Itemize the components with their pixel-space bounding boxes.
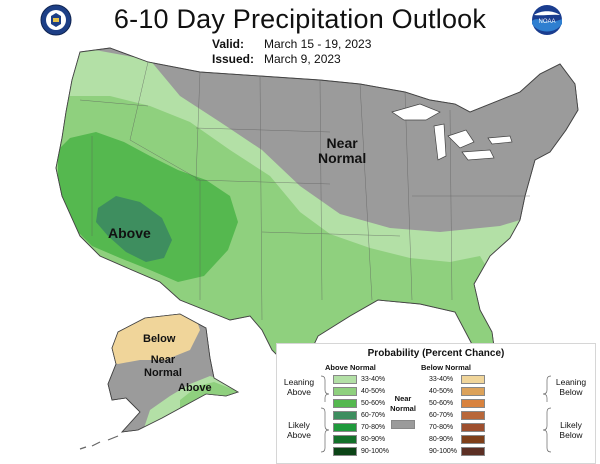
above-range-label-0: 33-40%: [361, 376, 386, 383]
above-swatch-4: [333, 423, 357, 432]
date-block: Valid: March 15 - 19, 2023 Issued: March 9…: [212, 37, 371, 67]
below-range-label-6: 90-100%: [429, 448, 458, 455]
below-swatch-5: [461, 435, 485, 444]
great-lakes: [391, 103, 513, 161]
above-50-60-zone: [58, 132, 238, 282]
above-range-label-6: 90-100%: [361, 448, 390, 455]
aleutian-islands: [79, 435, 119, 450]
below-range-label-1: 40-50%: [429, 388, 454, 395]
noaa-logo-icon: NOAA: [531, 4, 563, 41]
above-range-label-1: 40-50%: [361, 388, 386, 395]
likely-above-label: Likely Above: [286, 420, 312, 440]
below-range-label-5: 80-90%: [429, 436, 454, 443]
above-normal-header: Above Normal: [325, 363, 376, 372]
valid-value: March 15 - 19, 2023: [264, 37, 372, 51]
near-normal-legend-label: Near Normal: [390, 394, 416, 413]
near-normal-alaska-label: Near Normal: [144, 354, 182, 379]
above-conus-label: Above: [108, 225, 151, 241]
above-swatch-6: [333, 447, 357, 456]
above-swatch-0: [333, 375, 357, 384]
state-boundaries: [79, 61, 530, 321]
above-swatch-2: [333, 399, 357, 408]
below-swatch-6: [461, 447, 485, 456]
below-range-label-2: 50-60%: [429, 400, 454, 407]
above-swatch-5: [333, 435, 357, 444]
doc-seal-icon: [40, 4, 72, 41]
above-alaska-label: Above: [178, 382, 212, 394]
below-swatch-1: [461, 387, 485, 396]
page-title: 6-10 Day Precipitation Outlook: [113, 4, 487, 34]
below-normal-header: Below Normal: [421, 363, 472, 372]
above-range-label-5: 80-90%: [361, 436, 386, 443]
above-swatch-3: [333, 411, 357, 420]
below-alaska-label: Below: [143, 333, 176, 345]
leaning-above-label: Leaning Above: [283, 377, 315, 397]
above-range-label-3: 60-70%: [361, 412, 386, 419]
below-swatch-4: [461, 423, 485, 432]
above-range-label-4: 70-80%: [361, 424, 386, 431]
near-normal-conus-label: Near Normal: [318, 135, 367, 166]
above-swatch-1: [333, 387, 357, 396]
issued-value: March 9, 2023: [264, 52, 341, 66]
below-range-label-3: 60-70%: [429, 412, 454, 419]
below-range-label-4: 70-80%: [429, 424, 454, 431]
below-swatch-2: [461, 399, 485, 408]
likely-below-label: Likely Below: [559, 420, 583, 440]
legend-title: Probability (Percent Chance): [367, 348, 505, 359]
valid-label: Valid:: [212, 37, 245, 51]
above-range-label-2: 50-60%: [361, 400, 386, 407]
svg-text:NOAA: NOAA: [538, 19, 555, 25]
below-swatch-3: [461, 411, 485, 420]
below-swatch-0: [461, 375, 485, 384]
probability-legend: Probability (Percent Chance) Above Norma…: [276, 343, 596, 464]
issued-label: Issued:: [212, 52, 255, 66]
below-range-label-0: 33-40%: [429, 376, 454, 383]
leaning-below-label: Leaning Below: [555, 377, 587, 397]
above-60-70-zone: [96, 196, 172, 262]
near-normal-swatch: [391, 420, 415, 429]
legend-braces: [320, 375, 552, 453]
